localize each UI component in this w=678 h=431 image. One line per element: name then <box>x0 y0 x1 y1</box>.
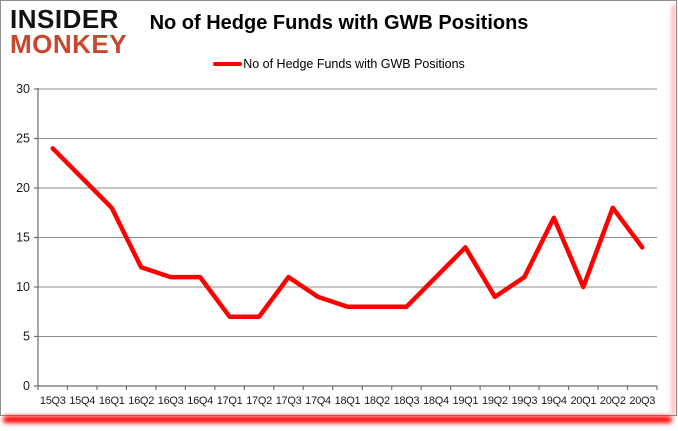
y-tick-label: 10 <box>16 280 30 294</box>
right-red-shadow <box>672 5 675 415</box>
series-line <box>50 146 645 319</box>
y-tick-label: 20 <box>16 181 30 195</box>
legend-line-swatch <box>213 62 243 66</box>
logo-word-insider: INSIDER <box>10 4 119 34</box>
x-tick-label: 16Q1 <box>99 395 125 407</box>
legend: No of Hedge Funds with GWB Positions <box>0 57 678 71</box>
insider-monkey-logo: INSIDER MONKEY <box>10 4 128 59</box>
x-tick-label: 15Q4 <box>69 395 95 407</box>
x-tick-label: 18Q1 <box>335 395 361 407</box>
x-tick-label: 16Q2 <box>128 395 154 407</box>
chart-title: No of Hedge Funds with GWB Positions <box>149 12 529 34</box>
x-tick-label: 19Q3 <box>511 395 537 407</box>
x-tick-label: 19Q2 <box>482 395 508 407</box>
bottom-red-shadow <box>3 416 672 423</box>
y-tick-label: 5 <box>23 330 30 344</box>
x-tick-label: 16Q3 <box>158 395 184 407</box>
y-tick-label: 0 <box>23 379 30 393</box>
y-tick-label: 15 <box>16 231 30 245</box>
x-tick-label: 17Q2 <box>246 395 272 407</box>
legend-label: No of Hedge Funds with GWB Positions <box>243 57 465 71</box>
x-tick-label: 20Q2 <box>600 395 626 407</box>
y-tick-label: 25 <box>16 132 30 146</box>
x-tick-label: 17Q3 <box>276 395 302 407</box>
x-tick-label: 20Q1 <box>570 395 596 407</box>
x-tick-label: 19Q4 <box>541 395 567 407</box>
x-tick-label: 17Q1 <box>217 395 243 407</box>
x-tick-label: 17Q4 <box>305 395 331 407</box>
x-tick-label: 19Q1 <box>453 395 479 407</box>
logo-word-monkey: MONKEY <box>10 29 128 59</box>
x-tick-label: 18Q2 <box>364 395 390 407</box>
x-tick-label: 18Q4 <box>423 395 449 407</box>
y-tick-label: 30 <box>16 82 30 96</box>
x-tick-label: 18Q3 <box>394 395 420 407</box>
x-tick-label: 20Q3 <box>629 395 655 407</box>
x-tick-label: 16Q4 <box>187 395 213 407</box>
x-tick-label: 15Q3 <box>40 395 66 407</box>
